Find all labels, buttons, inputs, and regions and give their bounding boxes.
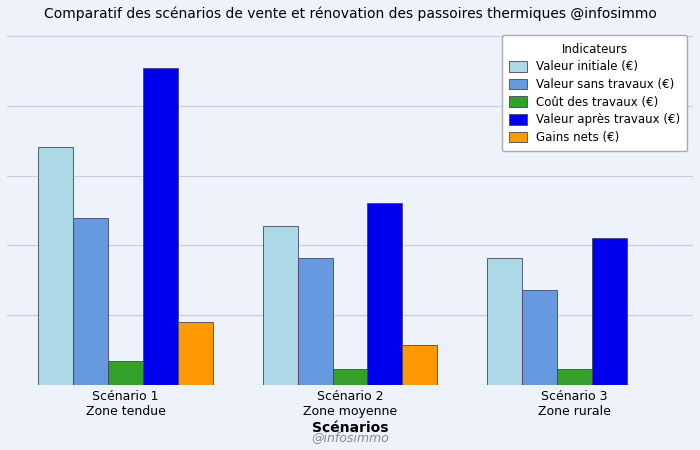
Bar — [108, 361, 143, 385]
Text: @infosimmo: @infosimmo — [311, 431, 389, 444]
Bar — [487, 258, 522, 385]
Bar — [402, 345, 438, 385]
Bar — [38, 147, 73, 385]
Bar — [592, 238, 627, 385]
Bar — [522, 290, 557, 385]
Bar — [368, 202, 402, 385]
Bar — [298, 258, 332, 385]
Bar — [143, 68, 178, 385]
Bar — [178, 322, 213, 385]
X-axis label: Scénarios: Scénarios — [312, 421, 388, 435]
Bar — [262, 226, 298, 385]
Bar — [73, 218, 108, 385]
Legend: Valeur initiale (€), Valeur sans travaux (€), Coût des travaux (€), Valeur après: Valeur initiale (€), Valeur sans travaux… — [502, 36, 687, 151]
Bar — [332, 369, 368, 385]
Title: Comparatif des scénarios de vente et rénovation des passoires thermiques @infosi: Comparatif des scénarios de vente et rén… — [43, 7, 657, 22]
Bar — [557, 369, 592, 385]
